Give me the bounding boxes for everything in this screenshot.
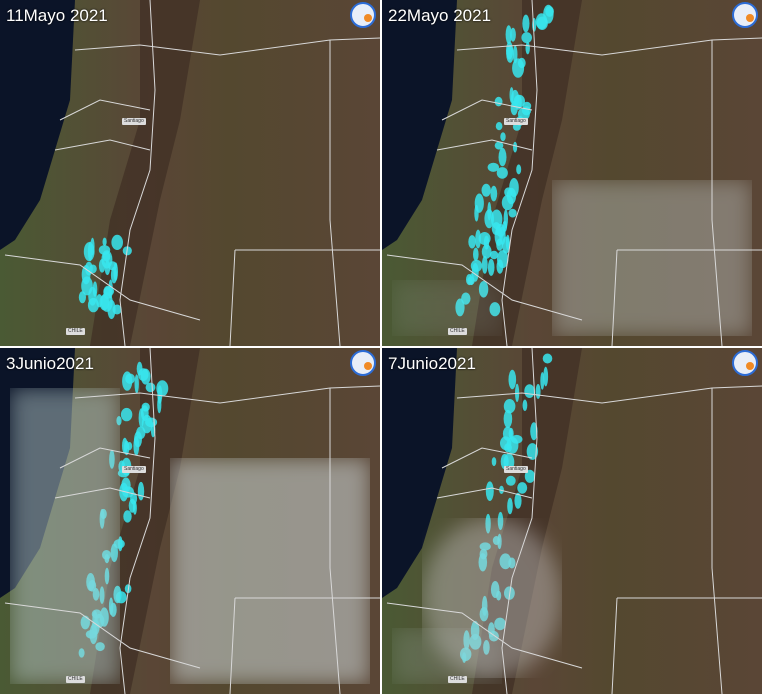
snow-patch bbox=[475, 194, 484, 213]
snow-patch bbox=[100, 295, 110, 311]
snow-patch bbox=[526, 42, 530, 54]
snow-patch bbox=[103, 252, 111, 262]
snow-patch bbox=[540, 372, 544, 390]
satellite-image bbox=[0, 348, 380, 694]
snow-patch bbox=[522, 15, 529, 33]
date-label: 3Junio2021 bbox=[6, 354, 94, 374]
snow-patch bbox=[468, 235, 476, 248]
snow-patch bbox=[522, 106, 531, 115]
satellite-panel: 22Mayo 2021 Santiago CHILE bbox=[382, 0, 762, 346]
snow-patch bbox=[111, 235, 123, 250]
snow-patch bbox=[517, 482, 527, 494]
snow-patch bbox=[488, 163, 499, 172]
satellite-panel: 3Junio2021 Santiago CHILE bbox=[0, 348, 380, 694]
snow-patch bbox=[88, 298, 99, 312]
snow-patch bbox=[138, 368, 148, 381]
agency-logo-icon bbox=[350, 350, 376, 376]
country-label: CHILE bbox=[66, 676, 85, 683]
satellite-image bbox=[0, 0, 380, 346]
satellite-image-grid: 11Mayo 2021 Santiago CHILE 22Mayo 2021 S… bbox=[0, 0, 762, 696]
date-label: 7Junio2021 bbox=[388, 354, 476, 374]
snow-patch bbox=[84, 242, 95, 261]
snow-patch bbox=[495, 97, 503, 107]
satellite-image bbox=[382, 0, 762, 346]
snow-patch bbox=[506, 476, 516, 486]
snow-patch bbox=[504, 410, 513, 428]
snow-patch bbox=[121, 408, 132, 421]
snow-patch bbox=[496, 122, 503, 130]
snow-patch bbox=[513, 142, 517, 153]
snow-patch bbox=[543, 354, 553, 364]
snow-patch bbox=[524, 384, 534, 398]
snow-patch bbox=[113, 263, 118, 281]
country-label: CHILE bbox=[448, 676, 467, 683]
city-label: Santiago bbox=[504, 118, 528, 125]
agency-logo-icon bbox=[350, 2, 376, 28]
snow-patch bbox=[475, 230, 481, 249]
snow-patch bbox=[105, 260, 111, 275]
snow-patch bbox=[492, 457, 497, 466]
snow-patch bbox=[509, 178, 519, 197]
cloud-east bbox=[170, 458, 370, 684]
snow-patch bbox=[502, 221, 507, 232]
snow-patch bbox=[507, 498, 513, 515]
city-label: Santiago bbox=[504, 466, 528, 473]
snow-patch bbox=[499, 148, 507, 166]
snow-patch bbox=[156, 380, 168, 396]
snow-patch bbox=[495, 227, 503, 246]
cloud-east bbox=[552, 180, 752, 336]
snow-patch bbox=[509, 428, 514, 439]
snow-patch bbox=[471, 260, 482, 272]
agency-logo-icon bbox=[732, 2, 758, 28]
cloud-west bbox=[10, 388, 120, 684]
snow-patch bbox=[123, 510, 131, 522]
snow-patch bbox=[103, 238, 107, 246]
agency-logo-icon bbox=[732, 350, 758, 376]
snow-patch bbox=[506, 42, 513, 60]
snow-patch bbox=[473, 248, 479, 261]
cloud-west bbox=[392, 280, 502, 336]
satellite-panel: 7Junio2021 Santiago CHILE bbox=[382, 348, 762, 694]
snow-patch bbox=[500, 132, 505, 141]
snow-patch bbox=[510, 87, 514, 103]
country-label: CHILE bbox=[66, 328, 85, 335]
snow-patch bbox=[125, 374, 135, 384]
snow-patch bbox=[513, 46, 518, 64]
snow-patch bbox=[502, 195, 514, 210]
snow-patch bbox=[486, 481, 494, 501]
date-label: 11Mayo 2021 bbox=[6, 6, 108, 26]
snow-patch bbox=[141, 405, 149, 421]
city-label: Santiago bbox=[122, 466, 146, 473]
snow-patch bbox=[133, 436, 139, 456]
snow-patch bbox=[509, 209, 517, 218]
snow-patch bbox=[490, 251, 498, 259]
snow-patch bbox=[488, 259, 495, 276]
snow-patch bbox=[484, 209, 494, 228]
country-label: CHILE bbox=[448, 328, 467, 335]
snow-patch bbox=[490, 186, 497, 202]
date-label: 22Mayo 2021 bbox=[388, 6, 491, 26]
satellite-panel: 11Mayo 2021 Santiago CHILE bbox=[0, 0, 380, 346]
snow-patch bbox=[93, 281, 98, 296]
snow-patch bbox=[518, 58, 526, 68]
satellite-image bbox=[382, 348, 762, 694]
snow-patch bbox=[516, 164, 521, 174]
snow-patch bbox=[138, 482, 144, 501]
snow-patch bbox=[536, 13, 547, 29]
snow-patch bbox=[523, 400, 528, 412]
snow-patch bbox=[79, 291, 86, 303]
snow-patch bbox=[521, 32, 532, 43]
snow-patch bbox=[135, 374, 139, 393]
snow-patch bbox=[484, 236, 489, 250]
city-label: Santiago bbox=[122, 118, 146, 125]
snow-patch bbox=[509, 370, 517, 390]
snow-patch bbox=[510, 28, 516, 42]
snow-patch bbox=[482, 184, 491, 197]
snow-patch bbox=[482, 256, 488, 274]
snow-patch bbox=[121, 478, 130, 493]
snow-patch bbox=[536, 384, 541, 399]
cloud-south bbox=[422, 518, 562, 678]
snow-patch bbox=[511, 101, 518, 116]
snow-patch bbox=[146, 383, 156, 393]
